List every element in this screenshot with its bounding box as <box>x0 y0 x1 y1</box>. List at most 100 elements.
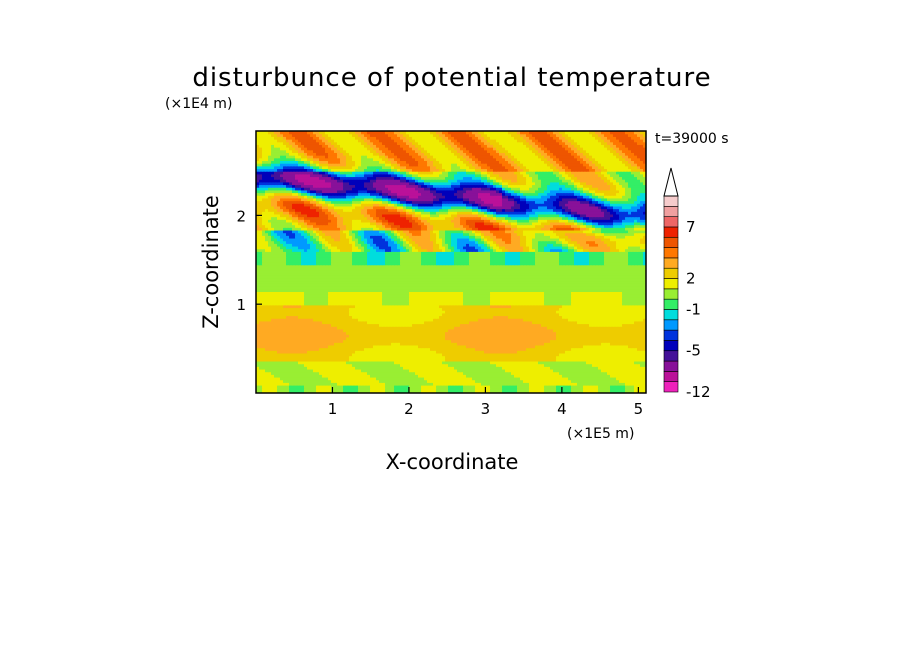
field-cell <box>508 331 512 335</box>
field-cell <box>319 302 323 306</box>
field-cell <box>352 296 356 301</box>
field-cell <box>307 334 311 338</box>
field-cell <box>514 382 518 386</box>
field-cell <box>415 339 419 343</box>
field-cell <box>334 371 338 375</box>
field-cell <box>502 296 506 301</box>
field-cell <box>394 360 398 365</box>
field-cell <box>421 294 425 298</box>
field-cell <box>403 336 407 341</box>
field-cell <box>634 315 638 319</box>
field-cell <box>277 291 281 295</box>
field-cell <box>607 342 611 346</box>
field-cell <box>499 336 503 341</box>
field-cell <box>535 318 539 322</box>
field-cell <box>448 360 452 365</box>
field-cell <box>460 371 464 375</box>
field-cell <box>397 342 401 346</box>
field-cell <box>514 390 518 393</box>
field-cell <box>256 374 260 378</box>
field-cell <box>559 382 563 386</box>
field-cell <box>271 299 275 303</box>
field-cell <box>538 312 542 317</box>
field-cell <box>571 379 575 383</box>
field-cell <box>514 342 518 346</box>
field-cell <box>373 334 377 338</box>
field-cell <box>271 323 275 327</box>
field-cell <box>598 350 602 354</box>
field-cell <box>388 294 392 298</box>
field-cell <box>364 342 368 346</box>
field-cell <box>445 318 449 322</box>
field-cell <box>292 326 296 330</box>
field-cell <box>409 358 413 362</box>
field-cell <box>358 368 362 373</box>
field-cell <box>433 334 437 338</box>
field-cell <box>376 296 380 301</box>
field-cell <box>574 374 578 378</box>
field-cell <box>346 326 350 330</box>
field-cell <box>547 328 551 333</box>
field-cell <box>460 323 464 327</box>
field-cell <box>364 328 368 333</box>
field-cell <box>469 334 473 338</box>
field-cell <box>535 379 539 383</box>
field-cell <box>559 304 563 309</box>
field-cell <box>442 304 446 309</box>
field-cell <box>403 302 407 306</box>
field-cell <box>484 331 488 335</box>
field-cell <box>508 350 512 354</box>
field-cell <box>511 379 515 383</box>
field-cell <box>613 344 617 349</box>
field-cell <box>595 382 599 386</box>
field-cell <box>592 323 596 327</box>
field-cell <box>544 355 548 359</box>
field-cell <box>349 323 353 327</box>
field-cell <box>301 374 305 378</box>
field-cell <box>364 382 368 386</box>
field-cell <box>577 363 581 367</box>
field-cell <box>370 360 374 365</box>
field-cell <box>628 318 632 322</box>
field-cell <box>601 376 605 381</box>
field-cell <box>613 291 617 295</box>
field-cell <box>442 323 446 327</box>
field-cell <box>520 326 524 330</box>
field-cell <box>556 382 560 386</box>
field-cell <box>256 336 260 341</box>
field-cell <box>292 376 296 381</box>
field-cell <box>643 376 646 381</box>
field-cell <box>265 323 269 327</box>
field-cell <box>589 355 593 359</box>
field-cell <box>427 342 431 346</box>
field-cell <box>364 344 368 349</box>
field-cell <box>394 302 398 306</box>
field-cell <box>259 368 263 373</box>
field-cell <box>328 344 332 349</box>
field-cell <box>286 363 290 367</box>
field-cell <box>484 315 488 319</box>
field-cell <box>277 390 281 393</box>
field-cell <box>358 376 362 381</box>
field-cell <box>493 376 497 381</box>
field-cell <box>400 302 404 306</box>
field-cell <box>616 352 620 357</box>
field-cell <box>484 366 488 370</box>
field-cell <box>388 315 392 319</box>
field-cell <box>580 296 584 301</box>
field-cell <box>556 331 560 335</box>
field-cell <box>391 334 395 338</box>
field-cell <box>541 312 545 317</box>
field-cell <box>598 344 602 349</box>
field-cell <box>259 366 263 370</box>
field-cell <box>631 299 635 303</box>
field-cell <box>313 347 317 351</box>
field-cell <box>568 360 572 365</box>
field-cell <box>598 307 602 311</box>
field-cell <box>388 390 392 393</box>
field-cell <box>457 294 461 298</box>
field-cell <box>526 299 530 303</box>
field-cell <box>295 288 299 292</box>
field-cell <box>307 379 311 383</box>
field-cell <box>424 296 428 301</box>
